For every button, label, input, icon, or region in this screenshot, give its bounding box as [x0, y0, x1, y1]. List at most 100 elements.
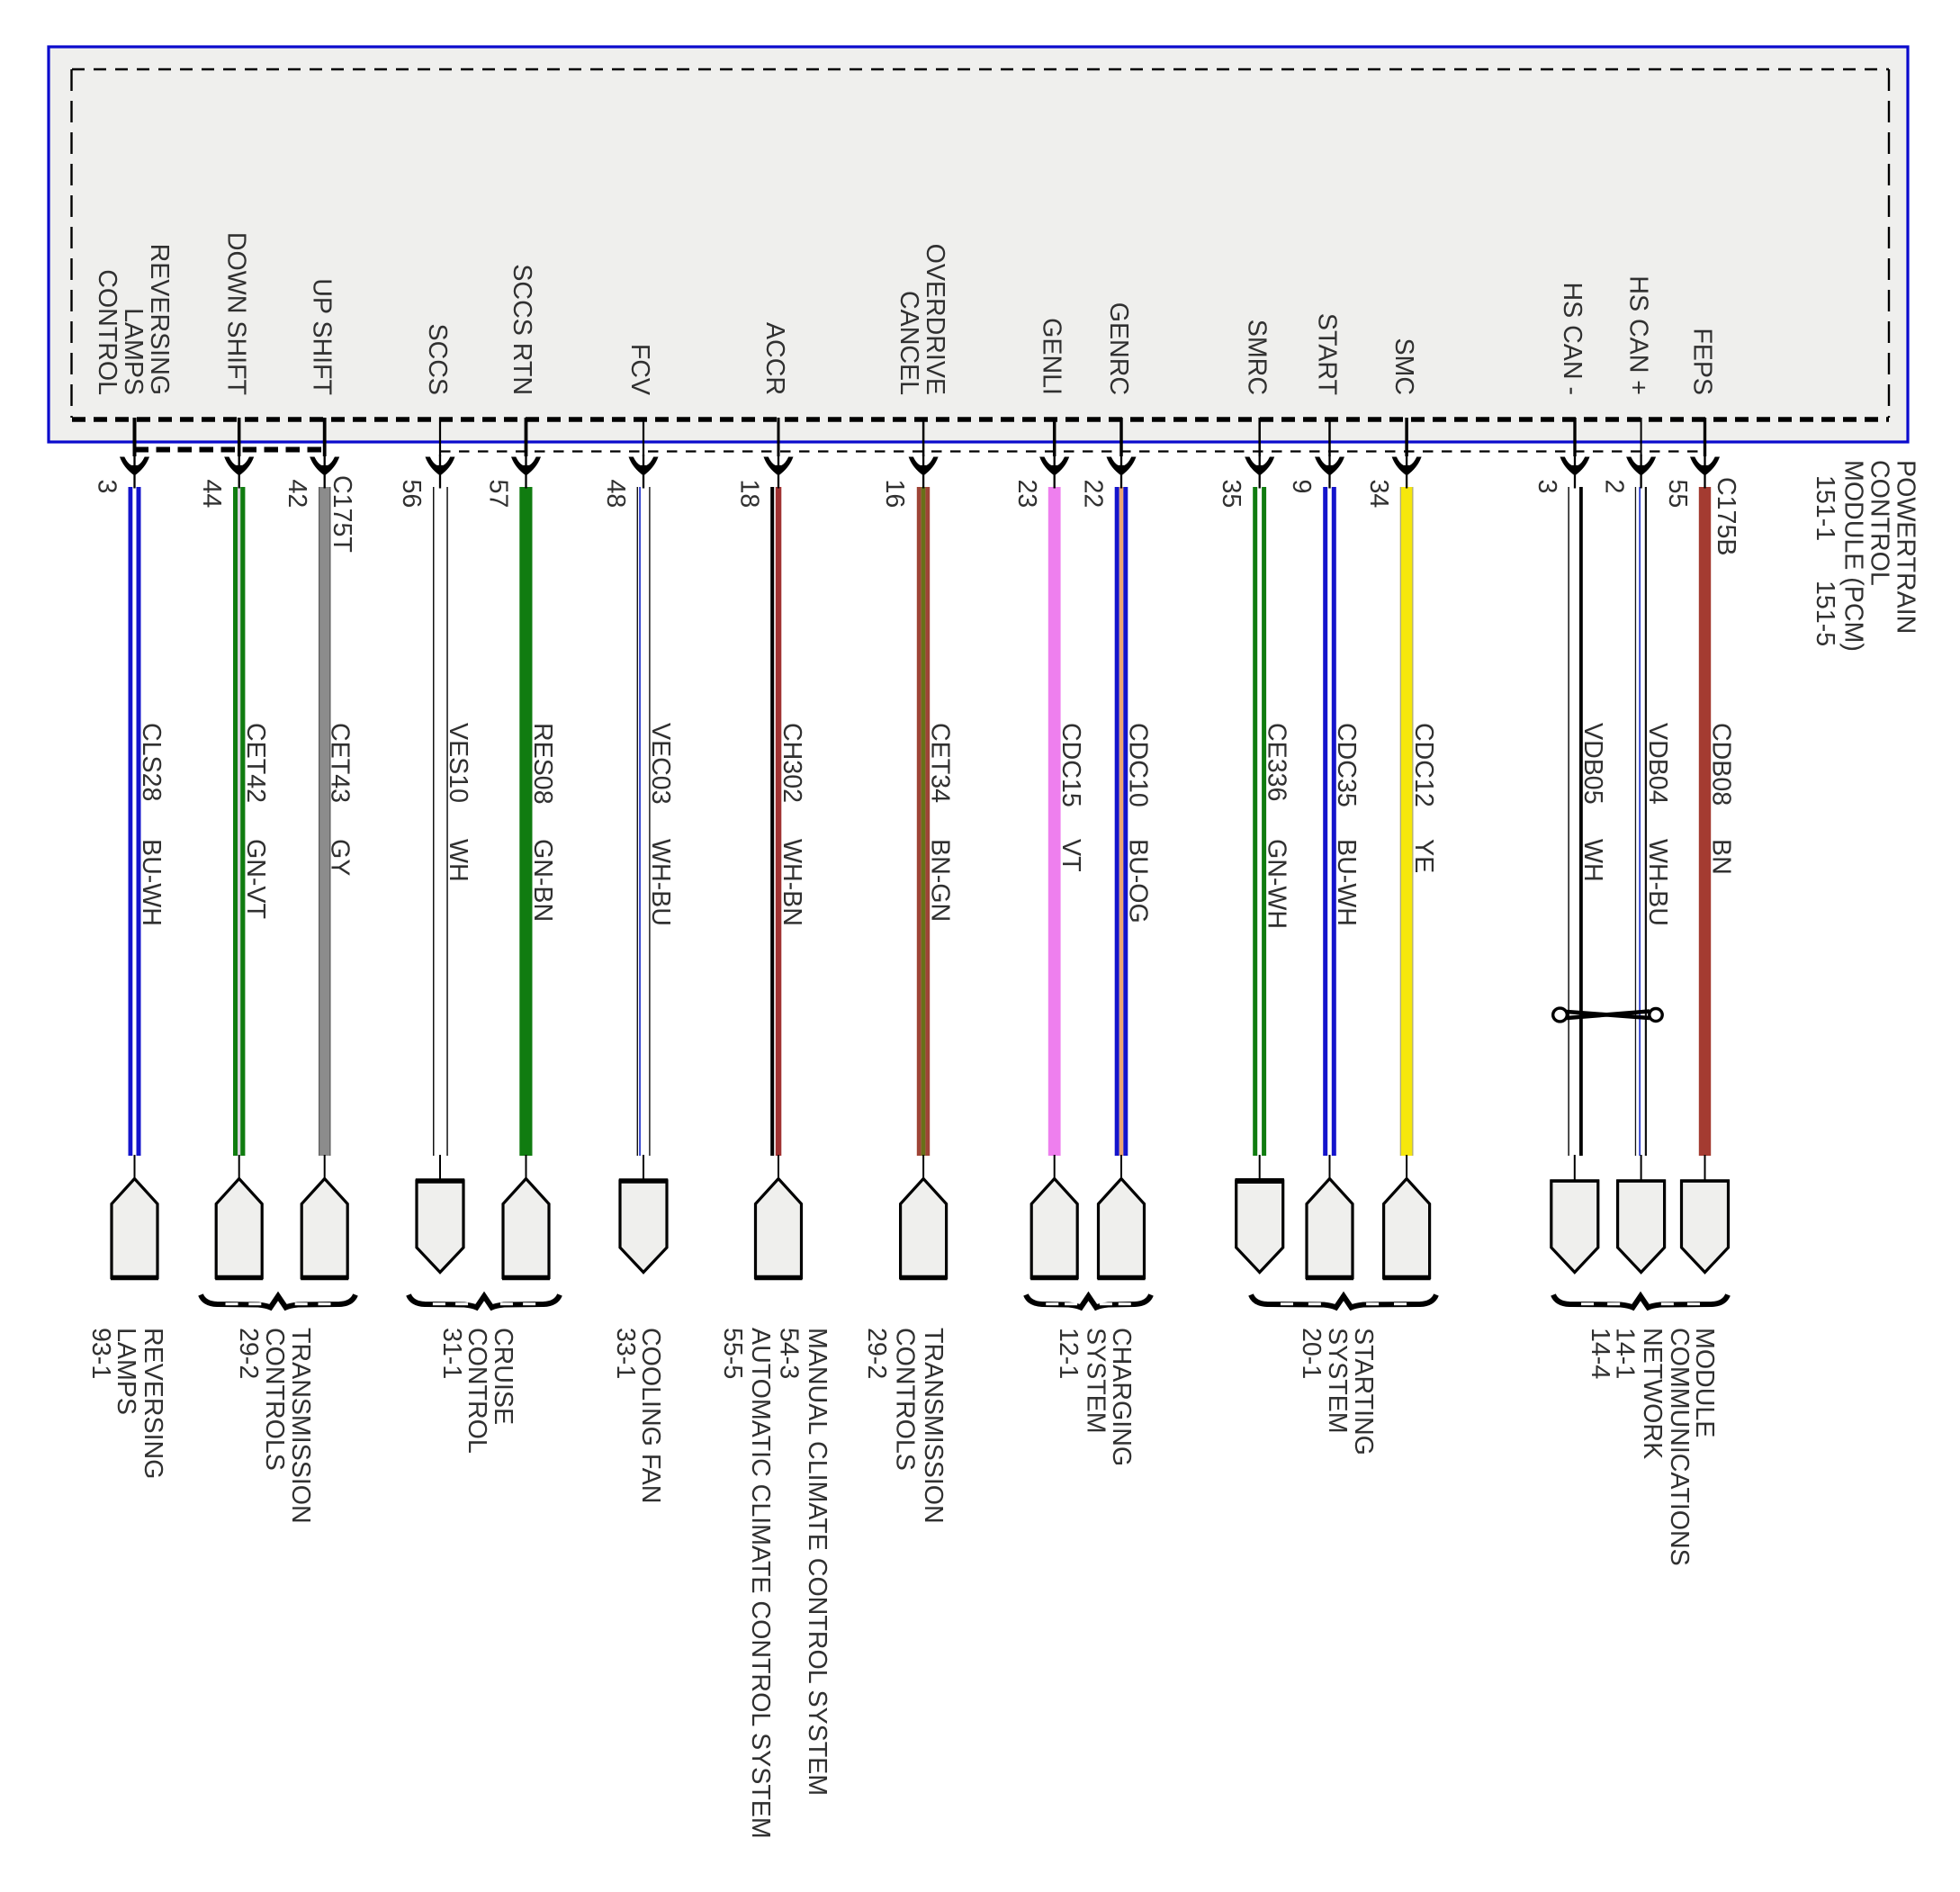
svg-text:C175T: C175T — [328, 475, 356, 553]
svg-text:STARTING: STARTING — [1349, 1328, 1378, 1455]
svg-text:VES10: VES10 — [444, 723, 472, 803]
svg-text:151-1: 151-1 — [1811, 475, 1839, 541]
svg-text:LAMPS: LAMPS — [112, 1328, 140, 1415]
svg-text:14-4: 14-4 — [1586, 1328, 1614, 1379]
svg-text:35: 35 — [1217, 480, 1245, 509]
svg-text:VDB04: VDB04 — [1643, 723, 1672, 805]
svg-text:FEPS: FEPS — [1688, 328, 1717, 395]
svg-text:BU-OG: BU-OG — [1124, 839, 1153, 923]
svg-text:44: 44 — [197, 480, 226, 509]
svg-text:SYSTEM: SYSTEM — [1323, 1328, 1352, 1434]
svg-text:VDB05: VDB05 — [1578, 723, 1607, 805]
svg-text:22: 22 — [1079, 480, 1108, 509]
svg-text:POWERTRAIN: POWERTRAIN — [1892, 460, 1920, 634]
svg-text:151-5: 151-5 — [1811, 581, 1839, 646]
svg-text:HS CAN +: HS CAN + — [1624, 275, 1653, 395]
svg-text:CET43: CET43 — [326, 723, 355, 803]
svg-text:CLS28: CLS28 — [137, 723, 166, 801]
svg-text:WH-BU: WH-BU — [1643, 839, 1672, 926]
svg-text:YE: YE — [1409, 839, 1438, 873]
svg-text:CANCEL: CANCEL — [895, 291, 923, 395]
svg-text:54-3: 54-3 — [775, 1328, 804, 1379]
svg-text:CET42: CET42 — [241, 723, 270, 803]
svg-text:CDC15: CDC15 — [1056, 723, 1085, 807]
svg-text:9: 9 — [1287, 480, 1316, 494]
svg-text:CONTROL: CONTROL — [93, 269, 121, 395]
svg-text:AUTOMATIC CLIMATE CONTROL SYST: AUTOMATIC CLIMATE CONTROL SYSTEM — [746, 1328, 775, 1839]
svg-text:14-1: 14-1 — [1611, 1328, 1640, 1379]
svg-text:C175B: C175B — [1712, 477, 1740, 555]
svg-text:3: 3 — [1533, 480, 1561, 494]
svg-text:CDB08: CDB08 — [1707, 723, 1736, 806]
svg-text:CONTROL: CONTROL — [463, 1328, 491, 1454]
svg-text:57: 57 — [484, 480, 513, 509]
svg-text:CONTROLS: CONTROLS — [891, 1328, 920, 1471]
svg-text:BN: BN — [1707, 839, 1736, 875]
svg-text:OVERDRIVE: OVERDRIVE — [921, 244, 949, 395]
svg-text:CE336: CE336 — [1263, 723, 1291, 801]
svg-text:34: 34 — [1364, 480, 1393, 509]
svg-text:TRANSMISSION: TRANSMISSION — [919, 1328, 948, 1524]
svg-text:TRANSMISSION: TRANSMISSION — [286, 1328, 315, 1524]
svg-text:DOWN SHIFT: DOWN SHIFT — [222, 232, 251, 395]
svg-text:3: 3 — [93, 480, 121, 494]
svg-text:NETWORK: NETWORK — [1638, 1328, 1667, 1459]
svg-text:COOLING FAN: COOLING FAN — [636, 1328, 665, 1503]
svg-text:START: START — [1313, 313, 1342, 395]
svg-text:16: 16 — [880, 480, 909, 509]
svg-text:18: 18 — [735, 480, 764, 509]
svg-text:SCCS RTN: SCCS RTN — [508, 264, 536, 395]
svg-text:GENLI: GENLI — [1038, 318, 1066, 395]
svg-text:VEC03: VEC03 — [646, 723, 675, 805]
svg-text:33-1: 33-1 — [611, 1328, 640, 1379]
svg-text:48: 48 — [601, 480, 630, 509]
svg-text:42: 42 — [283, 480, 311, 509]
svg-text:GN-BN: GN-BN — [528, 839, 557, 922]
svg-text:WH: WH — [1578, 839, 1607, 882]
svg-text:GY: GY — [326, 839, 355, 876]
svg-text:93-1: 93-1 — [86, 1328, 115, 1379]
svg-text:COMMUNICATIONS: COMMUNICATIONS — [1665, 1328, 1694, 1566]
svg-text:CH302: CH302 — [778, 723, 806, 803]
svg-text:20-1: 20-1 — [1297, 1328, 1326, 1379]
svg-text:SMC: SMC — [1389, 338, 1418, 395]
svg-text:31-1: 31-1 — [437, 1328, 466, 1379]
svg-text:HS CAN -: HS CAN - — [1558, 282, 1587, 395]
svg-text:WH-BN: WH-BN — [778, 839, 806, 926]
svg-text:29-2: 29-2 — [234, 1328, 263, 1379]
svg-text:ACCR: ACCR — [760, 322, 789, 395]
svg-text:WH: WH — [444, 839, 472, 882]
svg-text:BN-GN: BN-GN — [926, 839, 955, 922]
svg-text:FCV: FCV — [625, 344, 654, 395]
svg-text:REVERSING: REVERSING — [139, 1328, 167, 1479]
svg-text:CET34: CET34 — [926, 723, 955, 803]
svg-text:GENRC: GENRC — [1104, 302, 1133, 395]
svg-text:RES08: RES08 — [528, 723, 557, 805]
svg-text:UP SHIFT: UP SHIFT — [308, 278, 337, 395]
svg-text:CDC12: CDC12 — [1409, 723, 1438, 807]
svg-text:CONTROLS: CONTROLS — [260, 1328, 289, 1471]
svg-text:29-2: 29-2 — [862, 1328, 891, 1379]
svg-text:WH-BU: WH-BU — [646, 839, 675, 926]
svg-text:MANUAL CLIMATE CONTROL SYSTEM: MANUAL CLIMATE CONTROL SYSTEM — [803, 1328, 832, 1796]
svg-text:MODULE (PCM): MODULE (PCM) — [1839, 460, 1868, 652]
svg-text:55: 55 — [1663, 480, 1692, 509]
svg-text:12-1: 12-1 — [1054, 1328, 1083, 1379]
svg-text:CHARGING: CHARGING — [1107, 1328, 1136, 1466]
svg-text:56: 56 — [397, 480, 426, 509]
svg-text:CDC35: CDC35 — [1332, 723, 1361, 807]
svg-text:MODULE: MODULE — [1690, 1328, 1719, 1437]
svg-text:REVERSING: REVERSING — [145, 244, 174, 395]
svg-text:GN-WH: GN-WH — [1263, 839, 1291, 929]
svg-text:CDC10: CDC10 — [1124, 723, 1153, 807]
svg-text:SYSTEM: SYSTEM — [1082, 1328, 1110, 1434]
svg-text:CRUISE: CRUISE — [489, 1328, 517, 1425]
svg-text:55-5: 55-5 — [718, 1328, 747, 1379]
svg-text:SCCS: SCCS — [423, 324, 452, 395]
svg-text:BU-WH: BU-WH — [1332, 839, 1361, 926]
svg-text:CONTROL: CONTROL — [1866, 460, 1894, 586]
svg-text:23: 23 — [1012, 480, 1041, 509]
svg-text:BU-WH: BU-WH — [137, 839, 166, 926]
svg-text:SMRC: SMRC — [1243, 320, 1272, 395]
svg-text:GN-VT: GN-VT — [241, 839, 270, 919]
